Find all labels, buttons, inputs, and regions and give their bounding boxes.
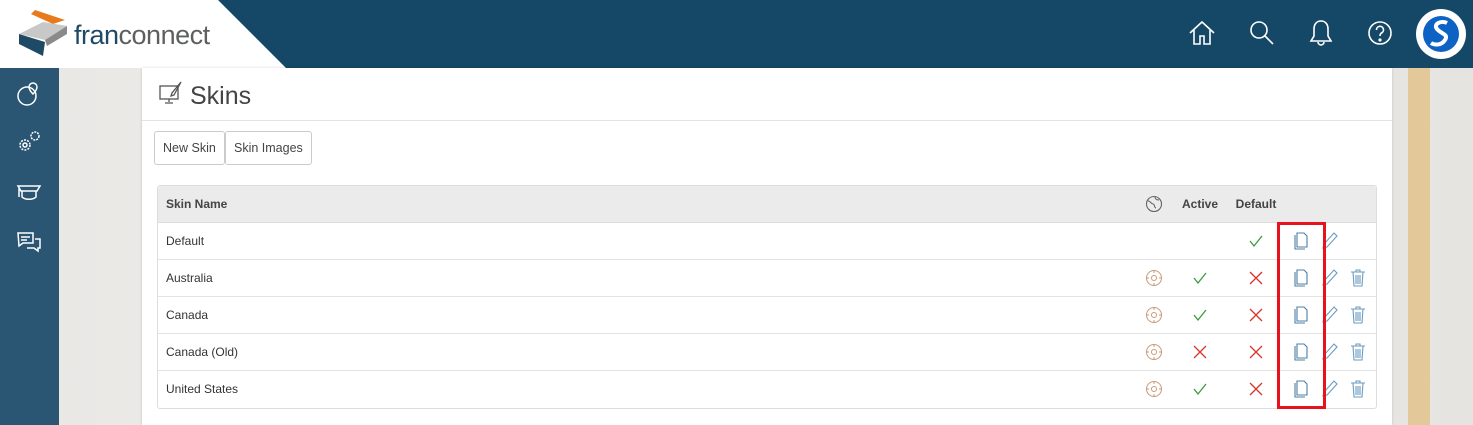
header-active[interactable]: Active: [1181, 197, 1219, 211]
delete-trash-icon[interactable]: [1350, 269, 1366, 287]
copy-icon[interactable]: [1293, 343, 1309, 361]
bell-icon[interactable]: [1305, 17, 1337, 49]
table-row: Canada (Old): [158, 334, 1376, 371]
active-check-icon[interactable]: [1192, 381, 1208, 397]
page-title: Skins: [190, 82, 252, 110]
globe-icon: [1145, 195, 1163, 213]
new-skin-button[interactable]: New Skin: [154, 131, 225, 165]
top-header: franconnect: [0, 0, 1473, 68]
skin-name: United States: [166, 382, 239, 396]
table-row: United States: [158, 371, 1376, 408]
not-default-cross-icon[interactable]: [1248, 381, 1264, 397]
user-avatar[interactable]: [1416, 9, 1466, 59]
background-shelf: [1408, 68, 1430, 425]
divider: [142, 120, 1392, 121]
active-check-icon[interactable]: [1192, 270, 1208, 286]
table-header: Skin Name Active Default: [158, 186, 1376, 223]
header-skin-name[interactable]: Skin Name: [166, 197, 228, 211]
training-icon[interactable]: [15, 178, 43, 206]
skin-monitor-brush-icon: [159, 81, 182, 104]
header-default[interactable]: Default: [1235, 197, 1277, 211]
delete-trash-icon[interactable]: [1350, 380, 1366, 398]
inactive-cross-icon[interactable]: [1192, 344, 1208, 360]
chat-icon[interactable]: [15, 228, 43, 256]
active-check-icon[interactable]: [1192, 307, 1208, 323]
target-icon[interactable]: [1145, 269, 1163, 287]
target-icon[interactable]: [1145, 380, 1163, 398]
logo-area[interactable]: franconnect: [0, 0, 286, 68]
highlight-box: [1277, 222, 1326, 409]
default-check-icon[interactable]: [1248, 233, 1264, 249]
copy-icon[interactable]: [1293, 232, 1309, 250]
home-icon[interactable]: [1186, 17, 1218, 49]
not-default-cross-icon[interactable]: [1248, 344, 1264, 360]
logo-text: franconnect: [74, 20, 210, 50]
help-icon[interactable]: [1364, 17, 1396, 49]
sidebar: [0, 68, 59, 425]
skin-images-button[interactable]: Skin Images: [225, 131, 312, 165]
table-row: Canada: [158, 297, 1376, 334]
not-default-cross-icon[interactable]: [1248, 270, 1264, 286]
not-default-cross-icon[interactable]: [1248, 307, 1264, 323]
copy-icon[interactable]: [1293, 306, 1309, 324]
delete-trash-icon[interactable]: [1350, 306, 1366, 324]
gears-icon[interactable]: [15, 128, 43, 156]
franconnect-logo-icon: [19, 10, 67, 56]
copy-icon[interactable]: [1293, 269, 1309, 287]
skin-name: Canada (Old): [166, 345, 239, 359]
search-icon[interactable]: [1246, 17, 1278, 49]
skin-name: Australia: [166, 271, 213, 285]
delete-trash-icon[interactable]: [1350, 343, 1366, 361]
copy-icon[interactable]: [1293, 380, 1309, 398]
skins-table: Skin Name Active Default Default Australi…: [157, 185, 1377, 409]
table-row: Australia: [158, 260, 1376, 297]
target-icon[interactable]: [1145, 306, 1163, 324]
skin-name: Canada: [166, 308, 209, 322]
table-row: Default: [158, 223, 1376, 260]
skins-panel: Skins New Skin Skin Images Skin Name Act…: [142, 68, 1392, 425]
target-icon[interactable]: [1145, 343, 1163, 361]
skin-name: Default: [166, 234, 205, 248]
globe-pin-icon[interactable]: [15, 80, 43, 108]
